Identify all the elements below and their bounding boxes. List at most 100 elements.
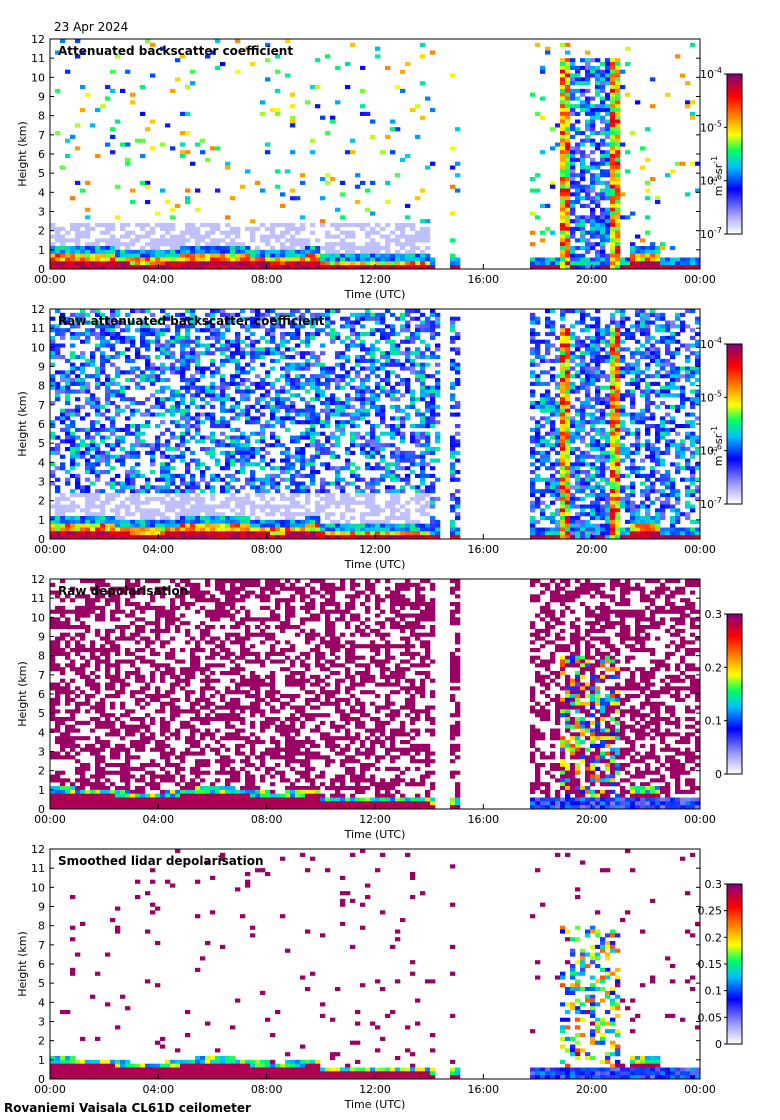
heatmap-cell	[115, 332, 121, 337]
heatmap-cell	[260, 312, 266, 317]
heatmap-cell	[260, 249, 266, 254]
heatmap-cell	[390, 473, 396, 478]
heatmap-cell	[540, 512, 546, 517]
heatmap-cell	[150, 374, 156, 379]
heatmap-cell	[410, 265, 416, 270]
heatmap-cell	[335, 500, 341, 505]
heatmap-cell	[645, 261, 651, 266]
heatmap-cell	[85, 339, 91, 344]
heatmap-cell	[580, 408, 586, 413]
heatmap-cell	[115, 257, 121, 262]
heatmap-cell	[105, 226, 111, 231]
heatmap-cell	[605, 65, 611, 70]
heatmap-cell	[105, 519, 111, 524]
heatmap-cell	[400, 339, 406, 344]
heatmap-cell	[195, 431, 201, 436]
heatmap-cell	[200, 366, 206, 371]
heatmap-cell	[245, 328, 251, 333]
heatmap-cell	[615, 154, 621, 159]
heatmap-cell	[420, 477, 426, 482]
heatmap-cell	[610, 77, 616, 82]
heatmap-cell	[250, 226, 256, 231]
heatmap-cell	[265, 389, 271, 394]
heatmap-cell	[170, 420, 176, 425]
heatmap-cell	[170, 408, 176, 413]
heatmap-cell	[160, 470, 166, 475]
heatmap-cell	[200, 234, 206, 239]
heatmap-cell	[380, 150, 386, 155]
heatmap-cell	[175, 420, 181, 425]
heatmap-cell	[260, 378, 266, 383]
heatmap-cell	[455, 512, 461, 517]
heatmap-cell	[545, 535, 551, 540]
heatmap-cell	[85, 516, 91, 521]
heatmap-cell	[595, 253, 601, 258]
heatmap-cell	[350, 312, 356, 317]
heatmap-cell	[265, 332, 271, 337]
heatmap-cell	[285, 339, 291, 344]
heatmap-cell	[410, 462, 416, 467]
heatmap-cell	[110, 447, 116, 452]
heatmap-cell	[240, 412, 246, 417]
heatmap-cell	[80, 108, 86, 113]
heatmap-cell	[55, 416, 61, 421]
heatmap-cell	[390, 332, 396, 337]
heatmap-cell	[225, 316, 231, 321]
heatmap-cell	[570, 134, 576, 139]
heatmap-cell	[210, 404, 216, 409]
heatmap-cell	[580, 481, 586, 486]
heatmap-cell	[565, 188, 571, 193]
heatmap-cell	[340, 527, 346, 532]
heatmap-cell	[250, 454, 256, 459]
heatmap-cell	[110, 523, 116, 528]
heatmap-cell	[215, 519, 221, 524]
heatmap-cell	[385, 249, 391, 254]
heatmap-cell	[355, 431, 361, 436]
heatmap-cell	[390, 496, 396, 501]
heatmap-cell	[315, 332, 321, 337]
heatmap-cell	[390, 527, 396, 532]
heatmap-cell	[160, 443, 166, 448]
heatmap-cell	[615, 246, 621, 251]
heatmap-cell	[315, 312, 321, 317]
heatmap-cell	[130, 366, 136, 371]
heatmap-cell	[425, 401, 431, 406]
heatmap-cell	[310, 150, 316, 155]
heatmap-cell	[535, 355, 541, 360]
heatmap-cell	[200, 523, 206, 528]
heatmap-cell	[570, 192, 576, 197]
heatmap-cell	[530, 416, 536, 421]
heatmap-cell	[550, 146, 556, 151]
heatmap-cell	[295, 374, 301, 379]
heatmap-cell	[130, 408, 136, 413]
heatmap-cell	[360, 443, 366, 448]
heatmap-cell	[400, 431, 406, 436]
heatmap-cell	[160, 389, 166, 394]
heatmap-cell	[390, 431, 396, 436]
heatmap-cell	[605, 69, 611, 74]
heatmap-cell	[395, 508, 401, 513]
heatmap-cell	[595, 226, 601, 231]
heatmap-cell	[455, 381, 461, 386]
heatmap-cell	[300, 420, 306, 425]
heatmap-cell	[135, 508, 141, 513]
heatmap-cell	[140, 531, 146, 536]
heatmap-cell	[70, 370, 76, 375]
heatmap-cell	[430, 424, 436, 429]
heatmap-cell	[240, 496, 246, 501]
heatmap-cell	[140, 535, 146, 540]
heatmap-cell	[570, 257, 576, 262]
heatmap-cell	[565, 473, 571, 478]
heatmap-cell	[545, 46, 551, 51]
heatmap-cell	[120, 427, 126, 432]
heatmap-cell	[420, 81, 426, 86]
heatmap-cell	[605, 58, 611, 63]
heatmap-cell	[555, 470, 561, 475]
colorbar-tick-label: 10-7	[700, 226, 722, 241]
heatmap-cell	[185, 230, 191, 235]
heatmap-cell	[395, 431, 401, 436]
heatmap-cell	[300, 173, 306, 178]
heatmap-cell	[225, 450, 231, 455]
heatmap-cell	[225, 355, 231, 360]
heatmap-cell	[340, 261, 346, 266]
